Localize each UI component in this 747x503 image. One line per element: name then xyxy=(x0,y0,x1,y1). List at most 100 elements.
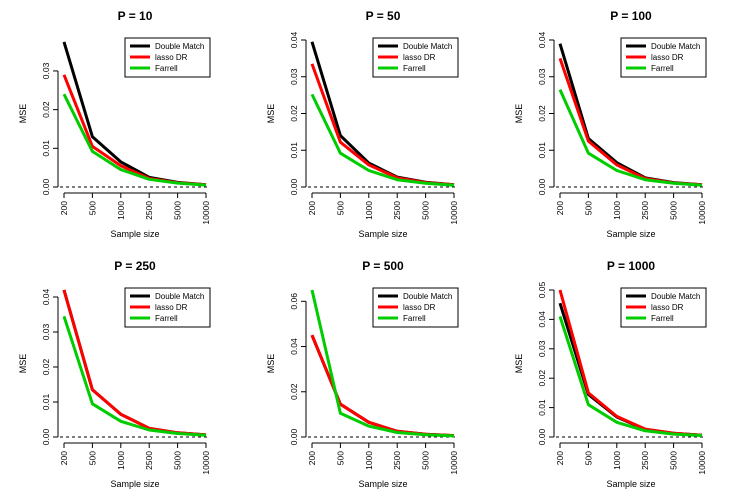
x-tick-label: 500 xyxy=(335,201,345,215)
y-tick-label: 0.02 xyxy=(41,101,51,118)
legend-label: Farrell xyxy=(651,64,674,73)
legend-label: Farrell xyxy=(155,314,178,323)
series-line-3 xyxy=(310,93,455,187)
legend: Double Match lasso DR Farrell xyxy=(124,287,211,328)
y-axis-label: MSE xyxy=(514,354,524,374)
x-tick-label: 1000 xyxy=(116,201,126,220)
x-tick-label: 10000 xyxy=(201,451,211,475)
x-axis-label: Sample size xyxy=(358,479,407,489)
y-tick-label: 0.06 xyxy=(289,293,299,310)
legend-label: Double Match xyxy=(403,292,452,301)
x-tick-label: 200 xyxy=(555,451,565,465)
legend: Double Match lasso DR Farrell xyxy=(124,37,211,78)
y-tick-label: 0.04 xyxy=(289,31,299,48)
legend-label: Double Match xyxy=(651,292,700,301)
x-tick-label: 200 xyxy=(307,201,317,215)
y-tick-label: 0.04 xyxy=(289,338,299,355)
series-line-3 xyxy=(310,289,455,438)
y-tick-label: 0.01 xyxy=(537,142,547,159)
legend-label: Farrell xyxy=(403,314,426,323)
y-tick-label: 0.04 xyxy=(537,31,547,48)
legend-label: Double Match xyxy=(651,42,700,51)
series-line-3 xyxy=(558,316,703,437)
x-tick-label: 500 xyxy=(87,451,97,465)
x-axis-label: Sample size xyxy=(110,479,159,489)
x-tick-label: 10000 xyxy=(201,201,211,225)
x-axis-label: Sample size xyxy=(358,229,407,239)
x-tick-label: 5000 xyxy=(173,451,183,470)
legend: Double Match lasso DR Farrell xyxy=(372,287,459,328)
x-tick-label: 1000 xyxy=(116,451,126,470)
panel-4: P = 250 0.00 0.01 0.02 0.03 0.04 200 500 1000 250… xyxy=(18,259,211,489)
x-tick-label: 5000 xyxy=(669,201,679,220)
x-tick-label: 10000 xyxy=(449,201,459,225)
panel-title: P = 500 xyxy=(362,259,404,273)
y-tick-label: 0.03 xyxy=(41,62,51,79)
y-tick-label: 0.01 xyxy=(41,140,51,157)
y-tick-label: 0.01 xyxy=(537,399,547,416)
x-tick-label: 5000 xyxy=(421,451,431,470)
legend-label: Double Match xyxy=(403,42,452,51)
x-tick-label: 10000 xyxy=(697,451,707,475)
x-tick-label: 500 xyxy=(335,451,345,465)
x-tick-label: 5000 xyxy=(173,201,183,220)
panel-2: P = 50 0.00 0.01 0.02 0.03 0.04 200 500 1000 2500… xyxy=(266,9,459,239)
legend-label: lasso DR xyxy=(403,303,436,312)
y-tick-label: 0.03 xyxy=(537,68,547,85)
legend-label: lasso DR xyxy=(155,303,188,312)
legend-label: Double Match xyxy=(155,42,204,51)
series-line-3 xyxy=(62,93,207,187)
x-axis-label: Sample size xyxy=(606,479,655,489)
x-tick-label: 200 xyxy=(555,201,565,215)
x-tick-label: 200 xyxy=(59,451,69,465)
x-axis-label: Sample size xyxy=(606,229,655,239)
y-tick-label: 0.00 xyxy=(537,178,547,195)
x-tick-label: 5000 xyxy=(421,201,431,220)
y-axis-label: MSE xyxy=(266,354,276,374)
y-tick-label: 0.01 xyxy=(41,393,51,410)
x-tick-label: 10000 xyxy=(697,201,707,225)
legend: Double Match lasso DR Farrell xyxy=(620,287,707,328)
x-tick-label: 500 xyxy=(583,451,593,465)
y-tick-label: 0.01 xyxy=(289,142,299,159)
x-tick-label: 2500 xyxy=(640,451,650,470)
x-tick-label: 2500 xyxy=(392,451,402,470)
y-tick-label: 0.03 xyxy=(537,340,547,357)
x-tick-label: 500 xyxy=(583,201,593,215)
legend-label: Farrell xyxy=(651,314,674,323)
panel-6: P = 1000 0.00 0.01 0.02 0.03 0.04 0.05 200 500 10… xyxy=(514,259,707,489)
panel-title: P = 50 xyxy=(366,9,401,23)
panel-1: P = 10 0.00 0.01 0.02 0.03 200 500 1000 2500 5000… xyxy=(18,9,211,239)
y-tick-label: 0.02 xyxy=(289,383,299,400)
x-tick-label: 1000 xyxy=(612,451,622,470)
x-tick-label: 200 xyxy=(307,451,317,465)
series-line-3 xyxy=(558,88,703,187)
x-tick-label: 10000 xyxy=(449,451,459,475)
x-tick-label: 500 xyxy=(87,201,97,215)
x-tick-label: 2500 xyxy=(144,201,154,220)
series-line-3 xyxy=(62,315,207,437)
panel-title: P = 10 xyxy=(118,9,153,23)
y-tick-label: 0.02 xyxy=(289,105,299,122)
legend: Double Match lasso DR Farrell xyxy=(372,37,459,78)
x-tick-label: 1000 xyxy=(364,201,374,220)
y-tick-label: 0.04 xyxy=(537,311,547,328)
panel-title: P = 250 xyxy=(114,259,156,273)
y-tick-label: 0.03 xyxy=(41,323,51,340)
legend-label: Farrell xyxy=(155,64,178,73)
y-tick-label: 0.00 xyxy=(41,178,51,195)
y-axis-label: MSE xyxy=(18,104,28,124)
legend-label: lasso DR xyxy=(155,53,188,62)
y-tick-label: 0.00 xyxy=(41,428,51,445)
legend-label: Double Match xyxy=(155,292,204,301)
legend-label: Farrell xyxy=(403,64,426,73)
legend-label: lasso DR xyxy=(651,303,684,312)
x-axis-label: Sample size xyxy=(110,229,159,239)
y-axis-label: MSE xyxy=(266,104,276,124)
y-tick-label: 0.00 xyxy=(537,428,547,445)
panel-title: P = 1000 xyxy=(607,259,655,273)
y-tick-label: 0.00 xyxy=(289,178,299,195)
x-tick-label: 5000 xyxy=(669,451,679,470)
x-tick-label: 2500 xyxy=(144,451,154,470)
